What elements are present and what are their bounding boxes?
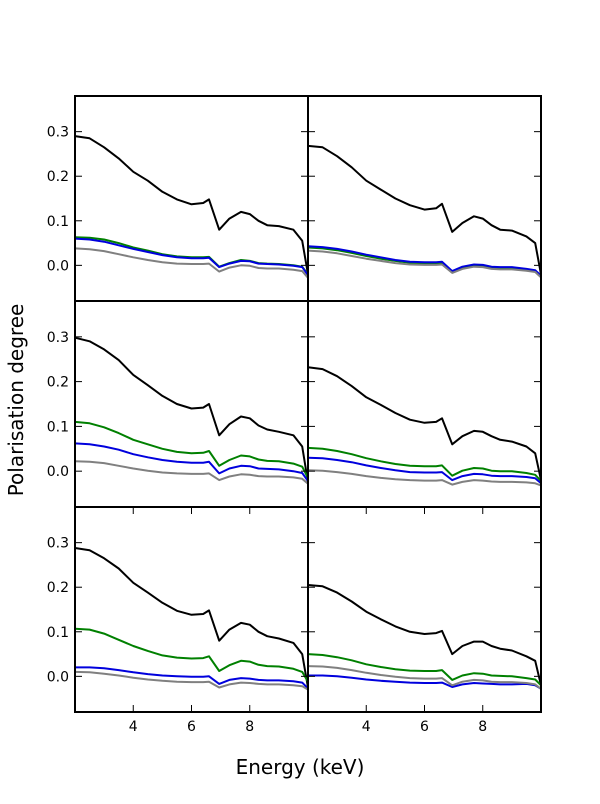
series-line-black <box>74 336 309 483</box>
y-tick-label: 0.0 <box>47 258 69 274</box>
x-tick-label: 6 <box>420 719 429 735</box>
series-line-gray <box>74 247 309 279</box>
panel-row3-right: 4 6 8 <box>307 506 542 735</box>
series-line-blue <box>307 245 542 277</box>
y-axis-label: Polarisation degree <box>4 304 28 497</box>
y-tick-label: 0.2 <box>47 169 69 185</box>
series-line-green <box>307 446 542 482</box>
y-tick-label: 0.2 <box>47 580 69 596</box>
panel-row2-right <box>307 300 542 508</box>
x-tick-label: 4 <box>129 719 138 735</box>
series-line-gray <box>74 460 309 485</box>
series-line-black <box>307 144 542 275</box>
series-line-black <box>307 366 542 481</box>
series-line-green <box>74 627 309 683</box>
series-line-blue <box>307 456 542 485</box>
series-line-green <box>74 420 309 479</box>
y-tick-label: 0.3 <box>47 330 69 346</box>
y-tick-label: 0.3 <box>47 125 69 141</box>
series-line-black <box>74 135 309 275</box>
y-tick-label: 0.2 <box>47 375 69 391</box>
series-line-blue <box>74 442 309 482</box>
series-line-black <box>74 547 309 688</box>
x-tick-label: 8 <box>245 719 254 735</box>
panel-row2-left: 0.0 0.1 0.2 0.3 <box>47 300 309 508</box>
panel-row1-right <box>307 95 542 302</box>
series-line-blue <box>308 674 542 690</box>
panel-row3-left: 0.0 0.1 0.2 0.3 4 6 8 <box>47 506 309 735</box>
y-tick-label: 0.1 <box>47 214 69 230</box>
series-line-gray <box>307 249 542 279</box>
series-line-black <box>307 584 542 686</box>
series-line-green <box>307 653 542 687</box>
series-line-gray <box>307 665 542 690</box>
panel-frame <box>307 506 542 713</box>
series-line-blue <box>74 237 309 276</box>
y-tick-label: 0.1 <box>47 419 69 435</box>
y-tick-label: 0.0 <box>47 669 69 685</box>
y-tick-label: 0.1 <box>47 625 69 641</box>
x-tick-label: 8 <box>478 719 487 735</box>
panel-frame <box>74 95 309 302</box>
series-line-blue <box>75 666 309 690</box>
y-tick-label: 0.3 <box>47 536 69 552</box>
x-axis-label: Energy (keV) <box>236 755 365 779</box>
panel-row1-left: 0.0 0.1 0.2 0.3 <box>47 95 309 302</box>
series-line-gray <box>74 670 309 691</box>
panels-group: 0.00.10.20.30.00.10.20.30.00.10.20.34 6 8 4… <box>47 95 542 735</box>
x-tick-label: 4 <box>362 719 371 735</box>
y-tick-label: 0.0 <box>47 464 69 480</box>
series-line-gray <box>307 469 542 487</box>
x-tick-label: 6 <box>187 719 196 735</box>
